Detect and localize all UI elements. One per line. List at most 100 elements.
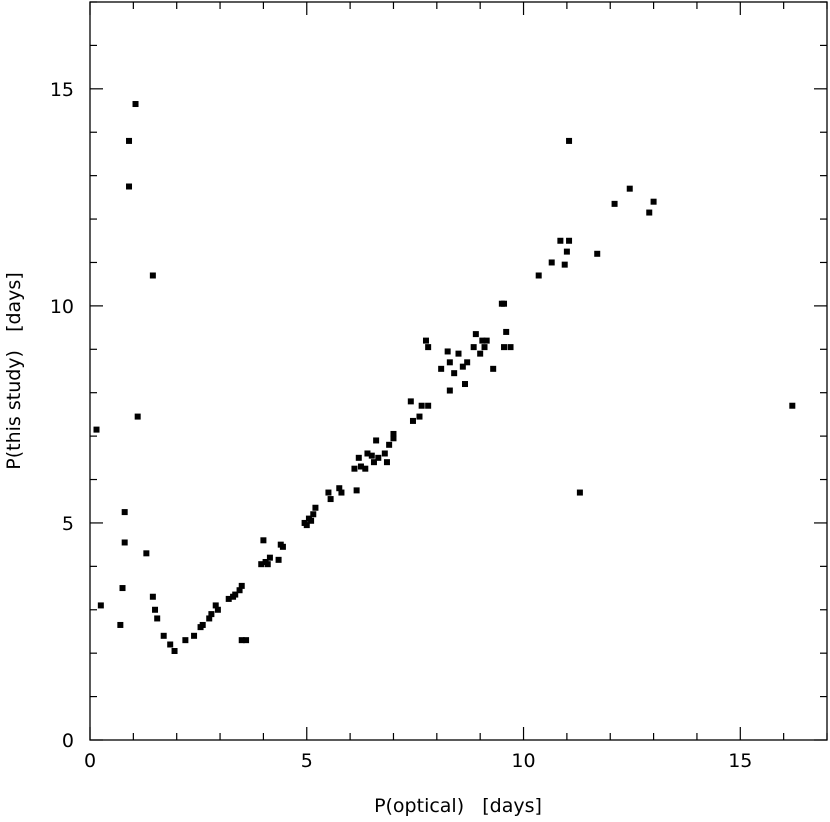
data-point [548,259,555,266]
data-point [206,615,213,622]
data-point [236,587,243,594]
data-point [212,602,219,609]
data-point [351,465,358,472]
data-point [501,344,508,351]
data-point [646,209,653,216]
data-point [232,591,239,598]
data-point [383,459,390,466]
data-point [275,556,282,563]
data-point [310,511,317,518]
y-tick-label: 10 [50,296,74,318]
data-point [425,402,432,409]
data-point [611,200,618,207]
data-point [362,465,369,472]
data-point [132,101,139,108]
data-point [364,450,371,457]
axis-ticks [89,1,828,741]
data-point [121,509,128,516]
data-point [455,350,462,357]
data-point [266,554,273,561]
data-point [446,387,453,394]
data-point [477,350,484,357]
data-points [93,101,796,655]
data-point [373,437,380,444]
data-point [409,417,416,424]
data-point [422,337,429,344]
data-point [338,489,345,496]
data-point [357,463,364,470]
data-point [143,550,150,557]
data-point [119,585,126,592]
data-point [390,435,397,442]
x-tick-label: 5 [301,750,313,772]
data-point [171,648,178,655]
data-point [390,430,397,437]
data-point [470,344,477,351]
data-point [490,365,497,372]
data-point [789,402,796,409]
data-point [126,183,133,190]
data-point [214,606,221,613]
data-point [459,363,466,370]
plot-frame [89,1,828,741]
data-point [152,606,159,613]
data-point [594,250,601,257]
x-axis-title: P(optical) [days] [374,795,542,817]
data-point [464,359,471,366]
data-point [238,637,245,644]
data-point [308,517,315,524]
data-point [327,496,334,503]
data-point [375,454,382,461]
data-point [566,237,573,244]
x-tick-label: 15 [728,750,752,772]
data-point [225,595,232,602]
data-point [93,426,100,433]
y-tick-label: 5 [62,513,74,535]
data-point [279,543,286,550]
data-point [472,331,479,338]
data-point [336,485,343,492]
y-tick-label: 15 [50,79,74,101]
data-point [481,344,488,351]
data-point [121,539,128,546]
data-point [167,641,174,648]
data-point [650,198,657,205]
data-point [182,637,189,644]
data-point [416,413,423,420]
data-point [260,537,267,544]
data-point [557,237,564,244]
data-point [561,261,568,268]
data-point [353,487,360,494]
data-point [368,452,375,459]
data-point [446,359,453,366]
y-tick-label: 0 [62,730,74,752]
data-point [134,413,141,420]
data-point [566,137,573,144]
data-point [381,450,388,457]
data-point [126,137,133,144]
data-point [535,272,542,279]
data-point [264,561,271,568]
data-point [258,561,265,568]
data-point [370,459,377,466]
data-point [407,398,414,405]
data-point [425,344,432,351]
data-point [303,522,310,529]
data-point [208,611,215,618]
data-point [386,441,393,448]
data-point [418,402,425,409]
data-point [451,370,458,377]
x-tick-label: 10 [511,750,535,772]
data-point [483,337,490,344]
data-point [312,504,319,511]
data-point [507,344,514,351]
data-point [355,454,362,461]
data-point [243,637,250,644]
data-point [238,582,245,589]
data-point [462,381,469,388]
x-tick-label: 0 [84,750,96,772]
data-point [154,615,161,622]
data-point [160,632,167,639]
data-point [325,489,332,496]
data-point [479,337,486,344]
